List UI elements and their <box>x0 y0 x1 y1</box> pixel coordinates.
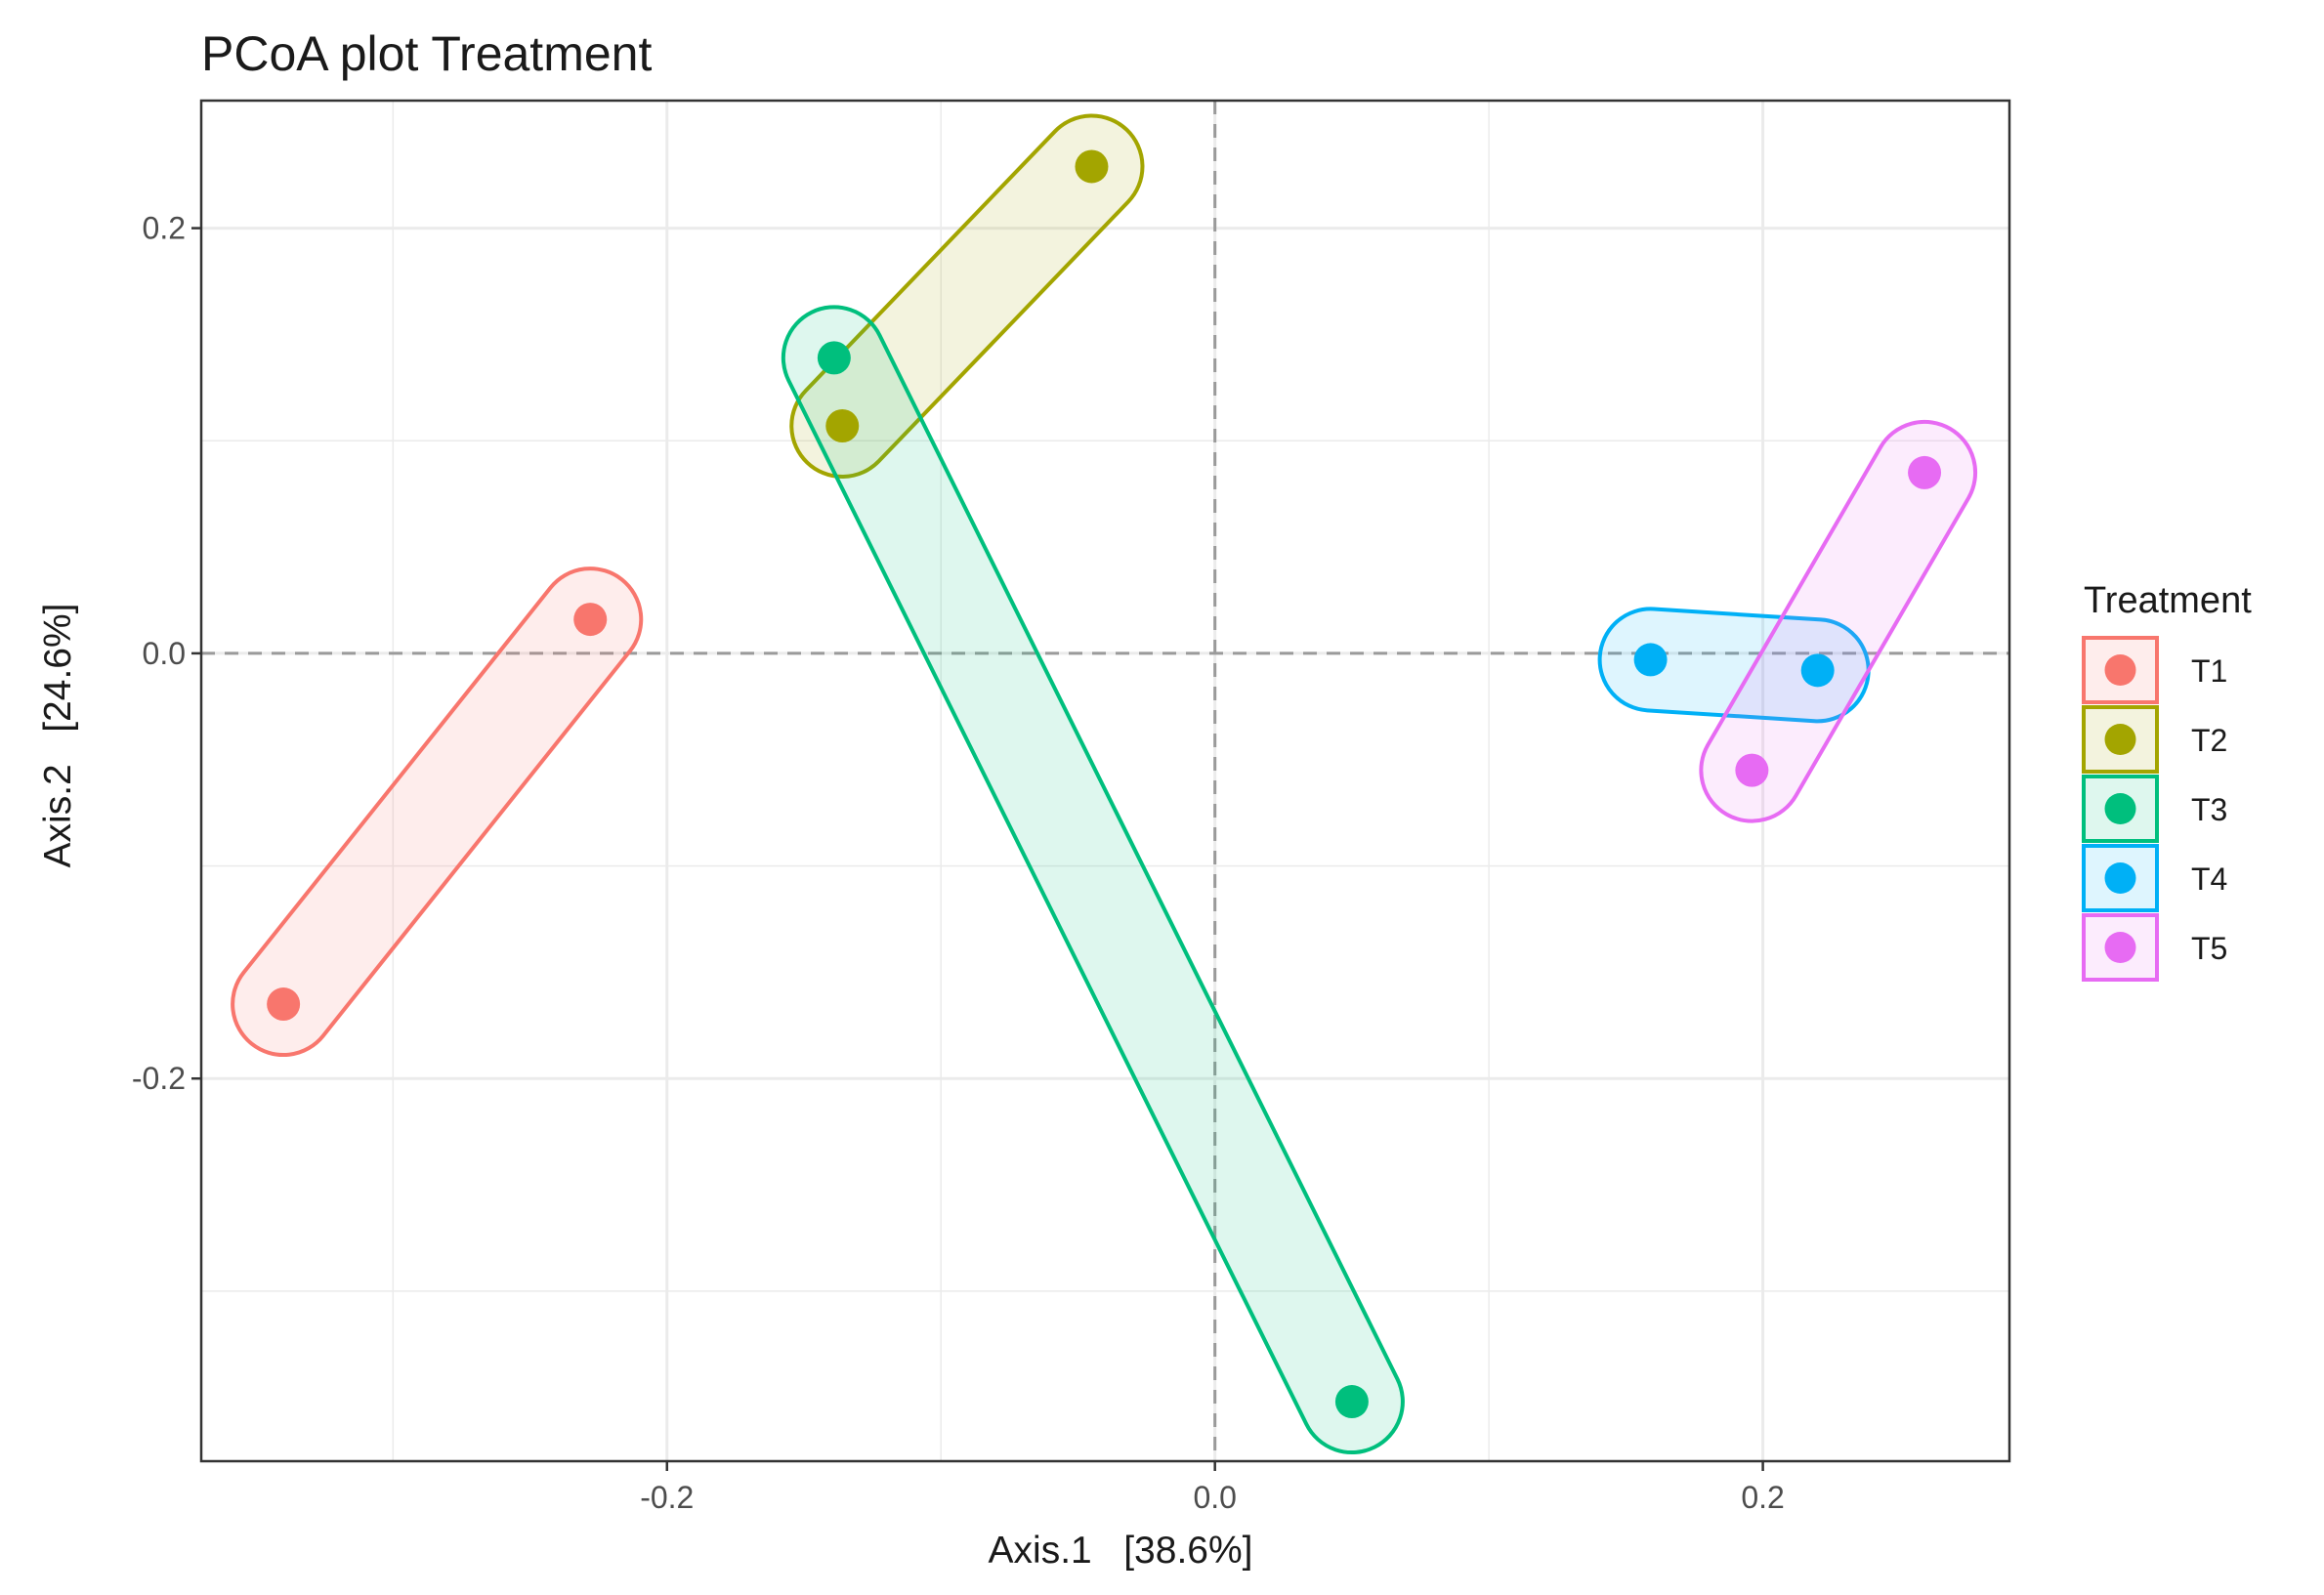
point-t4 <box>1633 643 1668 677</box>
ellipse-t2 <box>789 113 1145 480</box>
legend-marker-t5 <box>2104 932 2136 963</box>
y-tick-label: 0.0 <box>143 636 186 671</box>
x-tick-label: 0.0 <box>1193 1480 1236 1515</box>
legend-key-t2 <box>2082 705 2159 774</box>
panel-border <box>199 99 2011 1463</box>
x-tick-label: 0.2 <box>1741 1480 1784 1515</box>
point-t5 <box>1908 455 1942 489</box>
legend-marker-t2 <box>2104 724 2136 755</box>
point-t3 <box>1334 1385 1369 1419</box>
ellipse-t3 <box>781 305 1405 1455</box>
y-tick-label: -0.2 <box>132 1061 186 1096</box>
legend-title: Treatment <box>2084 580 2252 621</box>
reference-lines <box>201 101 2009 1461</box>
point-t2 <box>825 409 860 443</box>
legend-marker-t4 <box>2104 862 2136 894</box>
y-axis-ticks: -0.2 0.0 0.2 <box>132 211 201 1096</box>
ellipse-t1 <box>231 567 644 1058</box>
y-tick-label: 0.2 <box>143 211 186 246</box>
ellipse-t5 <box>1699 419 1978 823</box>
data-points <box>267 149 1942 1419</box>
point-t1 <box>573 603 608 637</box>
point-t5 <box>1735 753 1769 787</box>
legend-label-t1: T1 <box>2191 653 2227 689</box>
plot-background <box>201 101 2009 1461</box>
legend-label-t2: T2 <box>2191 723 2227 758</box>
point-t4 <box>1800 653 1835 688</box>
point-t2 <box>1075 149 1109 184</box>
plot-area <box>201 101 2009 1461</box>
legend-marker-t1 <box>2104 654 2136 686</box>
chart-title: PCoA plot Treatment <box>201 26 652 81</box>
legend-marker-t3 <box>2104 793 2136 824</box>
point-t3 <box>817 341 851 375</box>
y-axis-title: Axis.2 [24.6%] <box>37 604 79 868</box>
group-ellipses <box>231 113 1978 1455</box>
plot-frame <box>199 99 2011 1463</box>
x-axis-ticks: -0.2 0.0 0.2 <box>640 1461 1785 1515</box>
legend: Treatment T1 T2 T3 T4 T5 <box>2082 580 2252 982</box>
legend-label-t3: T3 <box>2191 792 2227 827</box>
legend-label-t5: T5 <box>2191 931 2227 966</box>
x-tick-label: -0.2 <box>640 1480 694 1515</box>
x-axis-title: Axis.1 [38.6%] <box>989 1530 1253 1572</box>
point-t1 <box>267 987 301 1022</box>
legend-label-t4: T4 <box>2191 861 2227 897</box>
